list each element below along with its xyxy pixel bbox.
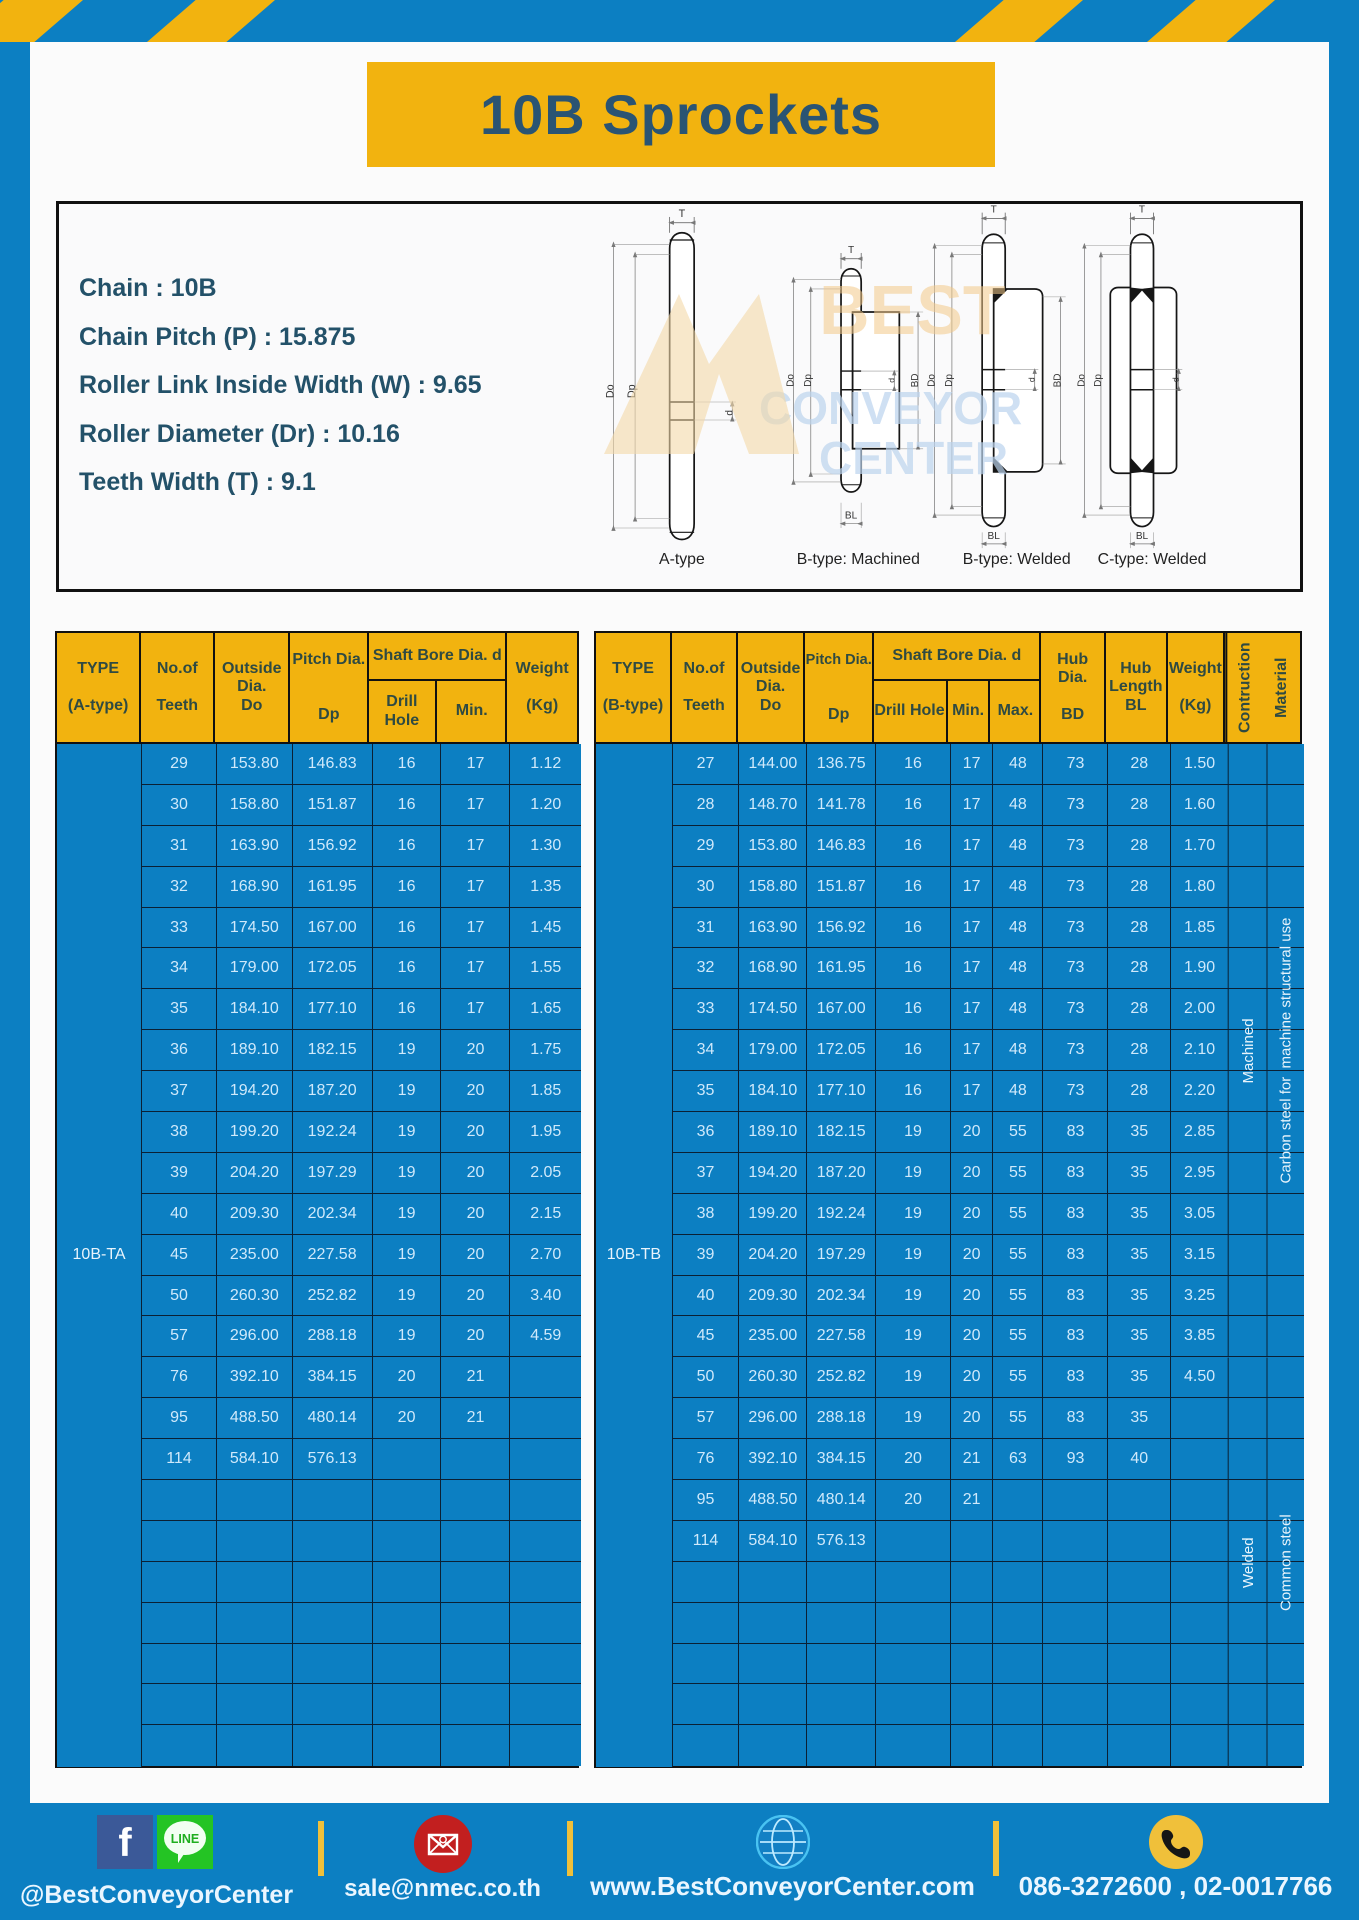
- svg-text:f: f: [118, 1821, 132, 1865]
- svg-text:CONVEYOR: CONVEYOR: [759, 382, 1022, 434]
- svg-text:CENTER: CENTER: [819, 432, 1008, 484]
- svg-text:BEST: BEST: [819, 271, 1006, 349]
- svg-text:LINE: LINE: [171, 1832, 199, 1846]
